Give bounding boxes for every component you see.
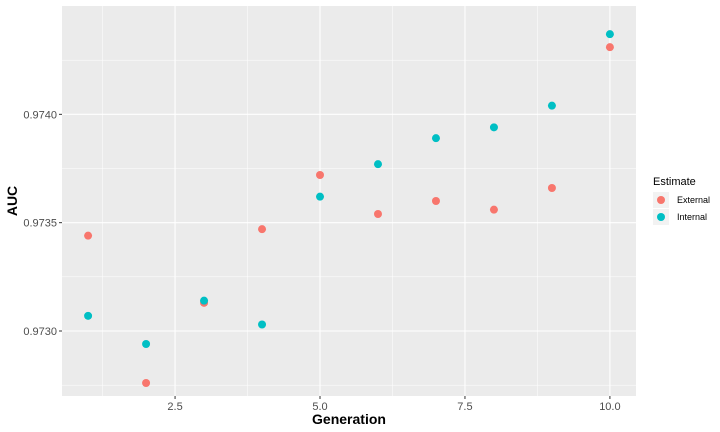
legend: Estimate External Internal xyxy=(653,176,710,225)
point-external xyxy=(605,43,614,52)
legend-title: Estimate xyxy=(653,176,696,188)
legend-label-internal: Internal xyxy=(677,212,707,222)
legend-marker-external xyxy=(657,196,665,204)
x-axis-ticks: 2.5 5.0 7.5 10.0 xyxy=(167,396,621,413)
y-tick-label: 0.9730 xyxy=(23,326,57,338)
data-points xyxy=(84,30,614,387)
point-external xyxy=(316,171,325,179)
legend-items: External Internal xyxy=(653,192,710,225)
y-axis-title: AUC xyxy=(4,186,20,216)
point-external xyxy=(142,379,151,387)
point-external xyxy=(547,184,556,192)
grid-layer xyxy=(62,6,636,396)
point-internal xyxy=(431,134,440,143)
x-tick-label: 10.0 xyxy=(599,401,620,413)
point-internal xyxy=(489,123,498,132)
y-tick-label: 0.9740 xyxy=(23,109,57,121)
y-tick-label: 0.9735 xyxy=(23,218,57,230)
point-internal xyxy=(316,192,325,201)
y-axis-ticks: 0.9730 0.9735 0.9740 xyxy=(23,109,62,338)
plot-panel xyxy=(62,6,636,396)
point-internal xyxy=(142,340,151,348)
x-tick-label: 7.5 xyxy=(457,401,472,413)
legend-label-external: External xyxy=(677,195,710,205)
point-internal xyxy=(373,160,382,169)
point-external xyxy=(258,225,267,234)
x-tick-label: 5.0 xyxy=(312,401,327,413)
legend-marker-internal xyxy=(657,213,665,221)
point-external xyxy=(373,210,382,218)
point-internal xyxy=(605,30,614,39)
point-internal xyxy=(258,320,267,329)
point-external xyxy=(84,231,93,240)
point-internal xyxy=(547,101,556,110)
point-external xyxy=(431,197,440,205)
x-tick-label: 2.5 xyxy=(167,401,182,413)
point-internal xyxy=(200,296,209,305)
point-internal xyxy=(84,311,93,320)
x-axis-title: Generation xyxy=(312,411,386,427)
point-external xyxy=(489,205,498,214)
